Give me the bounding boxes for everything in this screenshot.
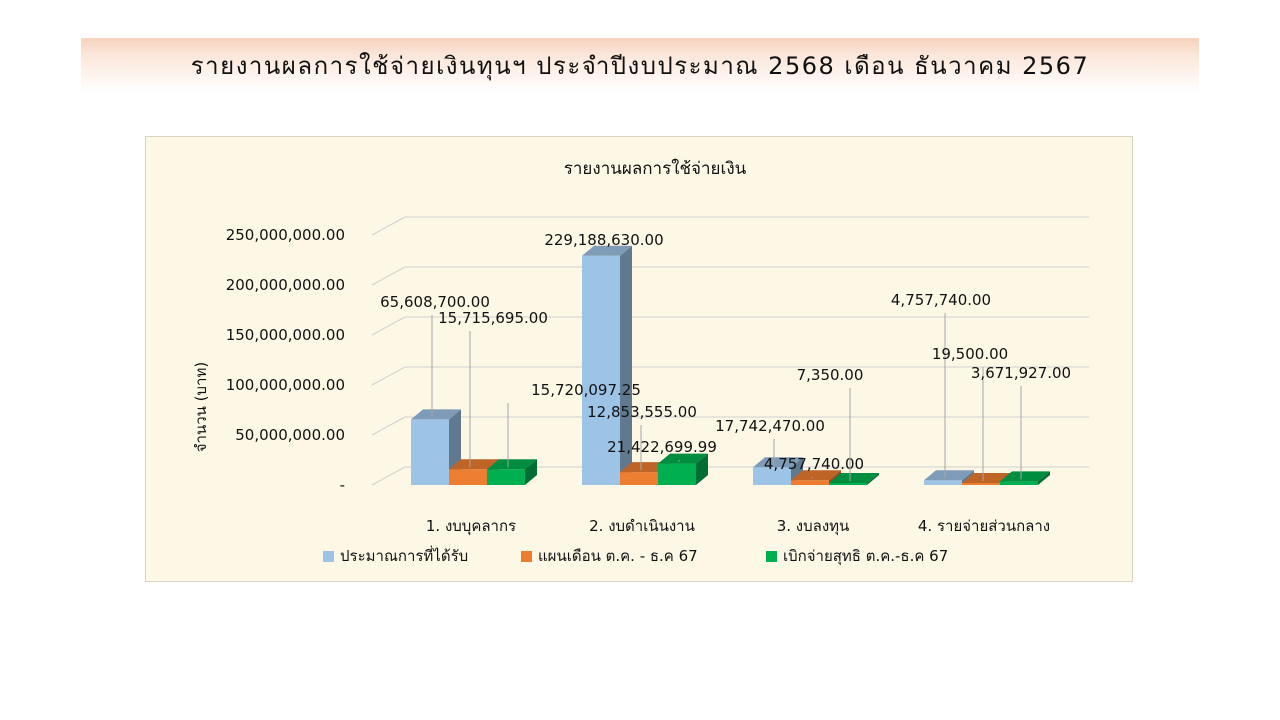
bar-top [449, 459, 499, 470]
y-axis-label: จำนวน (บาท) [192, 362, 210, 452]
data-label: 229,188,630.00 [544, 231, 663, 249]
bar-front [658, 463, 696, 485]
legend: ประมาณการที่ได้รับ แผนเดือน ต.ค. - ธ.ค 67… [323, 545, 948, 566]
bar-top [753, 457, 803, 468]
bar-side [620, 245, 632, 485]
chart-area: รายงานผลการใช้จ่ายเงิน จำนวน (บาท) - 50,0… [145, 136, 1133, 582]
bar-front [620, 472, 658, 485]
bar [582, 245, 632, 485]
data-label: 15,720,097.25 [531, 381, 641, 399]
legend-label: ประมาณการที่ได้รับ [340, 545, 468, 565]
legend-item: ประมาณการที่ได้รับ [323, 545, 468, 565]
legend-item: แผนเดือน ต.ค. - ธ.ค 67 [521, 547, 698, 565]
bar-top [658, 453, 708, 464]
bar-front [449, 469, 487, 485]
y-tick-label: 250,000,000.00 [226, 226, 345, 244]
bar-top [924, 470, 974, 481]
bar-top [829, 473, 879, 483]
category-label: 3. งบลงทุน [777, 517, 850, 536]
bar [487, 459, 537, 485]
bar-front [753, 467, 791, 485]
grid-line-diagonal [371, 316, 406, 336]
y-tick-label: 100,000,000.00 [226, 376, 345, 394]
title-banner: รายงานผลการใช้จ่ายเงินทุนฯ ประจำปีงบประม… [81, 38, 1199, 93]
bar-front [582, 255, 620, 485]
bar-front [411, 419, 449, 485]
data-label: 17,742,470.00 [715, 417, 825, 435]
y-tick-label: - [340, 476, 345, 494]
grid-line-diagonal [371, 466, 406, 486]
bar-front [487, 469, 525, 485]
legend-label: เบิกจ่ายสุทธิ ต.ค.-ธ.ค 67 [783, 547, 948, 566]
bar-top [1000, 471, 1050, 482]
bar-front [962, 483, 1000, 485]
data-label: 12,853,555.00 [587, 403, 697, 421]
data-label: 21,422,699.99 [607, 438, 717, 456]
bar-top [962, 473, 1012, 483]
grid-line-diagonal [371, 266, 406, 286]
bar-side [525, 459, 537, 485]
bar-chart: รายงานผลการใช้จ่ายเงิน จำนวน (บาท) - 50,0… [192, 158, 1089, 566]
y-tick-labels: - 50,000,000.00 100,000,000.00 150,000,000.… [226, 226, 345, 494]
bar-top [791, 470, 841, 481]
bar-front [791, 480, 829, 485]
legend-item: เบิกจ่ายสุทธิ ต.ค.-ธ.ค 67 [766, 547, 948, 566]
bar [658, 453, 708, 485]
bar-front [829, 483, 867, 485]
category-label: 2. งบดำเนินงาน [589, 517, 695, 535]
bar-top [411, 409, 461, 420]
y-tick-label: 200,000,000.00 [226, 276, 345, 294]
legend-swatch [521, 551, 532, 562]
grid-line-diagonal [371, 416, 406, 436]
bar [829, 473, 879, 485]
chart-title: รายงานผลการใช้จ่ายเงิน [564, 158, 747, 179]
bar [1000, 471, 1050, 485]
bar [753, 457, 803, 485]
grid-line-diagonal [371, 366, 406, 386]
category-labels: 1. งบบุคลากร 2. งบดำเนินงาน 3. งบลงทุน 4. ร… [426, 517, 1050, 536]
bar-front [1000, 481, 1038, 485]
bar-side [867, 473, 879, 485]
category-label: 4. รายจ่ายส่วนกลาง [918, 517, 1050, 535]
data-label: 15,715,695.00 [438, 309, 548, 327]
legend-swatch [323, 551, 334, 562]
data-label: 3,671,927.00 [971, 364, 1071, 382]
bar-top [620, 462, 670, 473]
bar-side [696, 453, 708, 485]
bars [411, 245, 1050, 485]
data-label: 4,757,740.00 [764, 455, 864, 473]
bar-top [487, 459, 537, 470]
data-label: 19,500.00 [932, 345, 1008, 363]
y-tick-label: 150,000,000.00 [226, 326, 345, 344]
data-label: 65,608,700.00 [380, 293, 490, 311]
y-tick-label: 50,000,000.00 [235, 426, 345, 444]
category-label: 1. งบบุคลากร [426, 517, 516, 536]
bar-top [582, 245, 632, 256]
bar-side [1038, 471, 1050, 485]
grid-line-diagonal [371, 216, 406, 236]
data-label: 7,350.00 [797, 366, 864, 384]
bar-front [924, 480, 962, 485]
legend-swatch [766, 551, 777, 562]
data-label: 4,757,740.00 [891, 291, 991, 309]
legend-label: แผนเดือน ต.ค. - ธ.ค 67 [538, 547, 698, 565]
page-title: รายงานผลการใช้จ่ายเงินทุนฯ ประจำปีงบประม… [190, 52, 1090, 80]
